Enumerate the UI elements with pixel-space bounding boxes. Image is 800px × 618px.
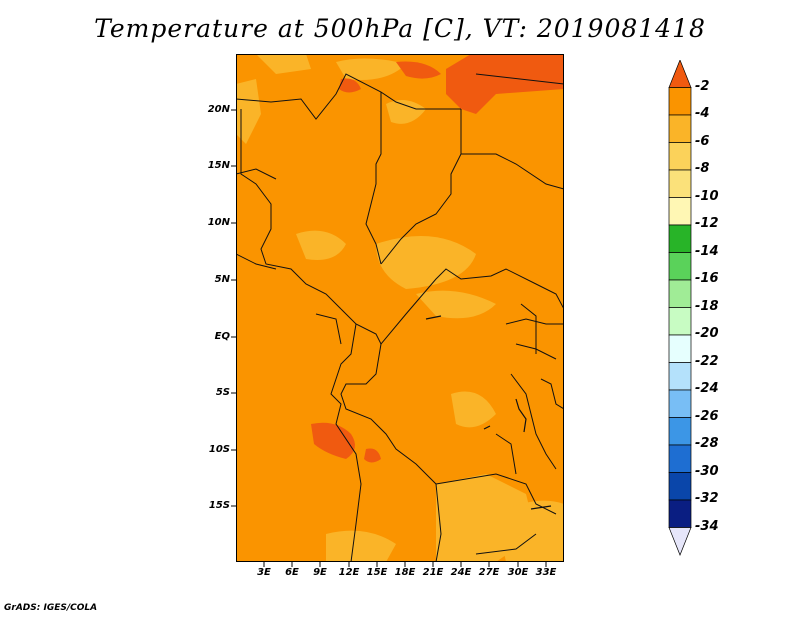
x-tick-label: 12E: [338, 567, 360, 578]
x-tick-label: 3E: [257, 567, 271, 578]
colorbar-tick-label: -14: [695, 243, 719, 259]
temperature-map: [236, 54, 564, 562]
colorbar-swatch: [668, 224, 692, 253]
y-tick-label: 15S: [208, 500, 230, 511]
colorbar-tick-label: -16: [695, 271, 719, 286]
colorbar-tick-label: -32: [695, 491, 719, 506]
colorbar-tick-label: -24: [695, 381, 719, 396]
map-background: [236, 54, 564, 562]
map-frame: [236, 54, 564, 562]
chart-title: Temperature at 500hPa [C], VT: 201908141…: [94, 14, 706, 43]
colorbar: [668, 60, 692, 556]
colorbar-swatch: [668, 114, 692, 143]
x-tick-label: 21E: [422, 567, 444, 578]
y-tick-label: 5N: [214, 274, 230, 285]
y-tick-label: 10N: [207, 217, 230, 228]
x-tick-label: 24E: [450, 567, 472, 578]
colorbar-tick-label: -30: [695, 463, 719, 479]
colorbar-tick-label: -22: [695, 353, 719, 369]
y-tick-label: 15N: [207, 160, 230, 171]
colorbar-tick-label: -18: [695, 298, 719, 314]
colorbar-top-arrow: [668, 60, 692, 88]
colorbar-tick-label: -8: [695, 161, 710, 176]
colorbar-swatch: [668, 307, 692, 336]
x-tick-label: 18E: [394, 567, 416, 578]
x-tick-label: 33E: [535, 567, 557, 578]
colorbar-swatch: [668, 499, 692, 528]
colorbar-tick-label: -28: [695, 436, 719, 451]
colorbar-swatch: [668, 362, 692, 391]
y-tick-label: EQ: [214, 331, 230, 342]
colorbar-tick-label: -26: [695, 408, 719, 424]
colorbar-tick-label: -6: [695, 133, 710, 149]
cool-patches: [236, 54, 564, 562]
y-tick-label: 10S: [208, 444, 230, 455]
colorbar-tick-label: -20: [695, 326, 719, 341]
colorbar-tick-label: -2: [695, 78, 710, 94]
warm-patches: [311, 54, 564, 463]
y-tick-label: 20N: [207, 104, 230, 115]
colorbar-swatch: [668, 444, 692, 473]
colorbar-swatch: [668, 389, 692, 418]
colorbar-tick-label: -10: [695, 188, 719, 204]
colorbar-swatch: [668, 87, 692, 116]
colorbar-swatch: [668, 472, 692, 501]
x-tick-label: 27E: [478, 567, 500, 578]
x-tick-label: 30E: [507, 567, 529, 578]
credit-text: GrADS: IGES/COLA: [4, 603, 98, 613]
colorbar-tick-label: -4: [695, 106, 710, 121]
colorbar-swatch: [668, 197, 692, 226]
x-tick-label: 9E: [313, 567, 327, 578]
lakes: [425, 315, 552, 510]
country-borders: [236, 73, 564, 562]
colorbar-swatch: [668, 252, 692, 281]
colorbar-tick-label: -12: [695, 216, 719, 231]
colorbar-swatch: [668, 142, 692, 171]
x-tick-label: 6E: [285, 567, 299, 578]
colorbar-tick-label: -34: [695, 518, 719, 534]
colorbar-swatch: [668, 279, 692, 308]
x-tick-label: 15E: [366, 567, 388, 578]
colorbar-bottom-arrow: [668, 527, 692, 556]
colorbar-swatch: [668, 417, 692, 446]
colorbar-swatch: [668, 334, 692, 363]
colorbar-swatch: [668, 169, 692, 198]
y-tick-label: 5S: [215, 387, 230, 398]
